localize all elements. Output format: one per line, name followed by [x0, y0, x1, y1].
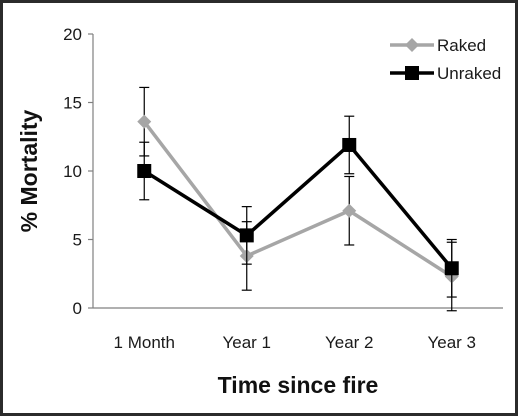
legend-label: Raked	[437, 36, 486, 55]
x-axis-title: Time since fire	[218, 372, 379, 398]
y-tick-label: 20	[63, 25, 82, 44]
series-raked	[137, 86, 459, 312]
legend-label: Unraked	[437, 64, 501, 83]
data-point	[137, 164, 152, 178]
y-tick-labels: 0 5 10 15 20	[63, 25, 82, 318]
y-tick-label: 5	[73, 231, 82, 250]
legend-marker	[405, 38, 419, 52]
series-line	[142, 120, 453, 278]
y-tick-label: 0	[73, 299, 82, 318]
legend: Raked Unraked	[390, 36, 501, 83]
data-point	[342, 137, 357, 152]
legend-item: Raked	[390, 36, 486, 55]
x-tick-labels: 1 Month Year 1 Year 2 Year 3	[114, 333, 476, 352]
y-tick-label: 15	[63, 94, 82, 113]
error-bars	[139, 115, 457, 298]
x-tick-label: Year 3	[427, 333, 476, 352]
data-point	[444, 261, 459, 276]
series-unraked	[137, 115, 459, 298]
data-point	[239, 228, 254, 243]
y-axis-title: % Mortality	[16, 109, 42, 232]
data-point	[342, 203, 357, 218]
y-tick-label: 10	[63, 162, 82, 181]
x-tick-label: Year 2	[325, 333, 374, 352]
series-line	[143, 143, 454, 270]
series-layer	[137, 86, 459, 312]
x-tick-label: Year 1	[222, 333, 271, 352]
chart-axes	[88, 33, 503, 309]
line-chart: 0 5 10 15 20 1 Month Year 1 Year 2 Year 3 % Mor…	[16, 25, 503, 398]
data-point	[137, 114, 152, 129]
legend-item: Unraked	[390, 64, 501, 83]
legend-marker	[405, 66, 419, 80]
x-tick-label: 1 Month	[114, 333, 175, 352]
